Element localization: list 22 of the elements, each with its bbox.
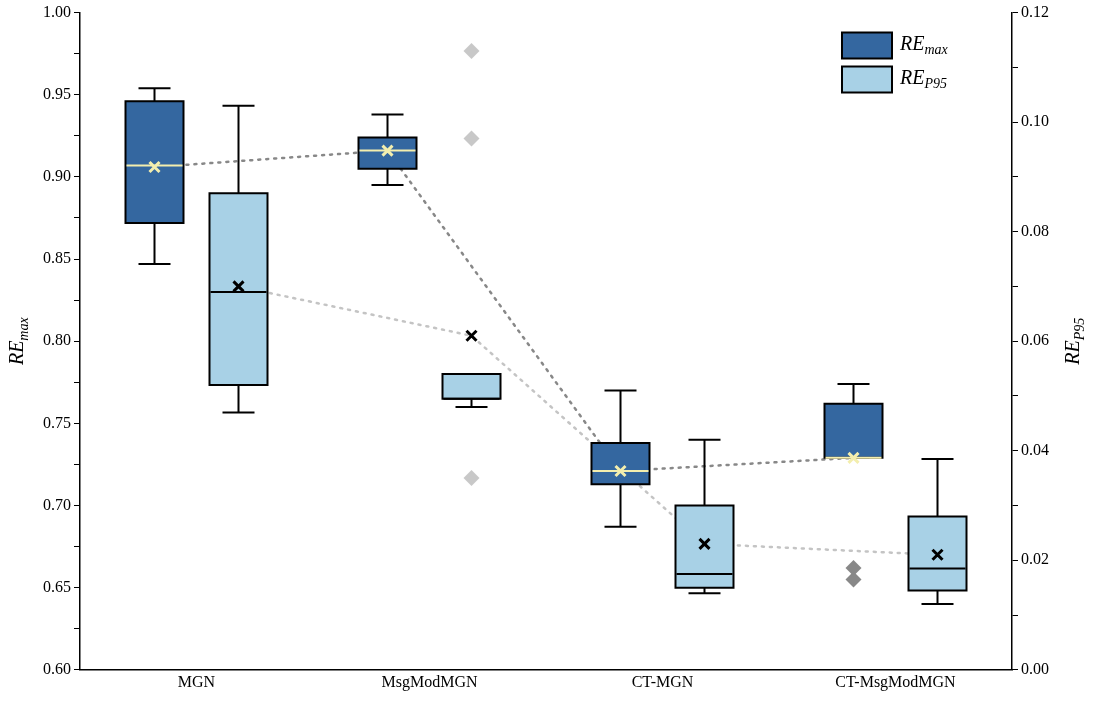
x-tick-label: MsgModMGN bbox=[381, 672, 478, 691]
y-tick-label: 0.70 bbox=[43, 495, 71, 513]
y2-axis-title: REP95 bbox=[1061, 317, 1087, 366]
y2-tick-label: 0.06 bbox=[1021, 331, 1049, 349]
y-tick-label: 0.60 bbox=[43, 660, 71, 677]
x-tick-label: CT-MsgModMGN bbox=[835, 672, 957, 691]
y-tick-label: 0.80 bbox=[43, 331, 71, 349]
y-tick-label: 0.90 bbox=[43, 167, 71, 185]
y-tick-label: 1.00 bbox=[43, 2, 71, 20]
y-axis-title: REmax bbox=[5, 316, 31, 367]
y2-tick-label: 0.00 bbox=[1021, 660, 1049, 677]
y-tick-label: 0.75 bbox=[43, 413, 71, 431]
y2-tick-label: 0.04 bbox=[1021, 440, 1049, 458]
y-tick-label: 0.65 bbox=[43, 577, 71, 595]
x-tick-label: CT-MGN bbox=[631, 672, 694, 690]
y2-tick-label: 0.10 bbox=[1021, 112, 1049, 130]
y2-tick-label: 0.08 bbox=[1021, 221, 1049, 239]
y2-tick-label: 0.12 bbox=[1021, 2, 1049, 20]
y2-tick-label: 0.02 bbox=[1021, 550, 1049, 568]
x-tick-label: MGN bbox=[177, 672, 216, 690]
y-tick-label: 0.95 bbox=[43, 84, 71, 102]
y-tick-label: 0.85 bbox=[43, 249, 71, 267]
